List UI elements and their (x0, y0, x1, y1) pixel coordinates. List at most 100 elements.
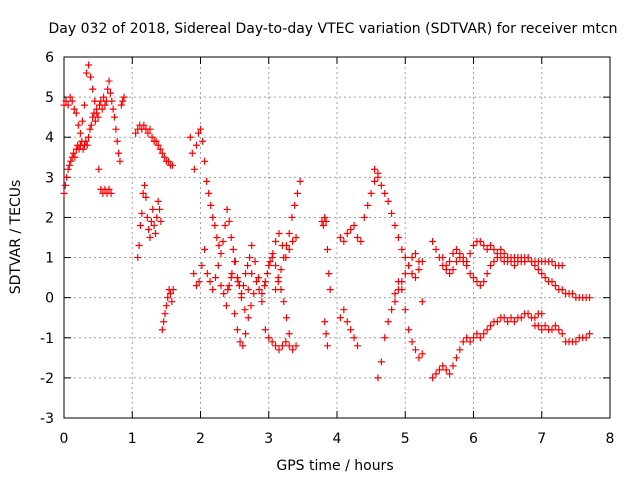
data-point (269, 250, 277, 258)
data-point (374, 173, 382, 181)
data-point (452, 354, 460, 362)
data-point (285, 330, 293, 338)
data-point (100, 93, 108, 101)
data-point (463, 334, 471, 342)
series-sat-s (531, 322, 594, 346)
data-point (233, 326, 241, 334)
data-point (207, 201, 215, 209)
data-point (104, 85, 112, 93)
data-point (144, 129, 152, 137)
data-point (143, 213, 151, 221)
data-point (429, 374, 437, 382)
data-point (487, 322, 495, 330)
data-point (418, 298, 426, 306)
data-point (112, 125, 120, 133)
data-point (280, 298, 288, 306)
data-point (146, 125, 154, 133)
data-point (136, 221, 144, 229)
y-tick-label: 6 (45, 50, 54, 66)
data-point (203, 270, 211, 278)
data-point (252, 278, 260, 286)
data-point (541, 322, 549, 330)
data-point (275, 346, 283, 354)
tick-labels: -3 -2 -1 0 1 2 3 4 5 6 0 1 2 3 4 5 6 7 8 (40, 50, 614, 447)
data-point (364, 201, 372, 209)
data-point (336, 314, 344, 322)
data-point (377, 181, 385, 189)
data-point (439, 362, 447, 370)
series-sat-e (186, 125, 256, 298)
data-point (197, 125, 204, 133)
data-point (293, 189, 301, 197)
data-point (64, 165, 72, 173)
data-point (111, 113, 119, 121)
data-point (483, 246, 491, 254)
data-point (105, 77, 113, 85)
data-point (72, 109, 80, 117)
data-point (248, 270, 256, 278)
data-point (85, 133, 93, 141)
data-point (239, 282, 247, 290)
data-point (225, 282, 233, 290)
data-point (507, 314, 515, 322)
data-point (272, 342, 280, 350)
data-point (429, 238, 437, 246)
data-point (418, 350, 426, 358)
data-point (367, 189, 375, 197)
data-point (340, 238, 348, 246)
data-point (480, 330, 488, 338)
data-point (87, 73, 95, 81)
data-point (415, 354, 423, 362)
data-point (470, 334, 477, 342)
x-tick-label: 5 (401, 431, 410, 447)
data-point (374, 374, 382, 382)
data-point (534, 322, 542, 330)
data-point (350, 221, 358, 229)
data-point (224, 286, 232, 294)
data-point (140, 121, 148, 129)
data-point (282, 314, 290, 322)
data-point (266, 258, 274, 266)
data-point (343, 318, 351, 326)
data-point (169, 161, 177, 169)
data-point (246, 254, 254, 262)
data-point (135, 242, 143, 250)
data-point (231, 258, 239, 266)
y-tick-label: 3 (45, 170, 54, 186)
data-point (119, 97, 127, 105)
data-point (517, 314, 525, 322)
data-point (89, 85, 97, 93)
data-point (531, 314, 539, 322)
data-point (258, 290, 266, 298)
data-point (93, 109, 101, 117)
data-point (470, 274, 477, 282)
plot-frame (63, 56, 611, 419)
series-sat-l (336, 306, 361, 350)
data-point (319, 221, 327, 229)
data-point (68, 97, 76, 105)
data-point (91, 117, 99, 125)
data-point (82, 137, 90, 145)
data-point (86, 125, 94, 133)
data-point (107, 189, 115, 197)
data-point (401, 254, 409, 262)
data-point (154, 141, 162, 149)
data-point (211, 221, 219, 229)
data-point (205, 189, 213, 197)
data-point (141, 181, 149, 189)
x-tick-label: 3 (264, 431, 273, 447)
data-point (282, 242, 290, 250)
data-point (582, 334, 590, 342)
data-point (145, 225, 153, 233)
data-point (449, 250, 457, 258)
data-point (71, 153, 79, 161)
data-point (432, 370, 440, 378)
data-point (357, 238, 365, 246)
data-point (449, 362, 457, 370)
data-point (61, 181, 69, 189)
data-point (258, 298, 266, 306)
data-point (538, 270, 546, 278)
data-point (60, 189, 68, 197)
data-point (371, 165, 379, 173)
